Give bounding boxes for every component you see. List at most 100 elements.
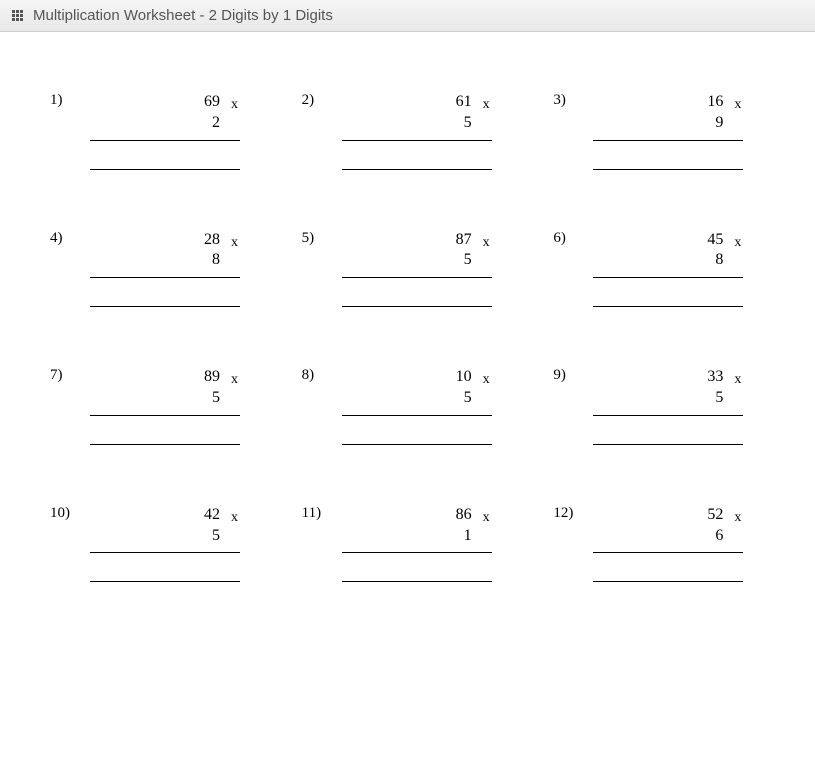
grid-icon — [12, 10, 23, 21]
problem: 7) 895x — [40, 367, 272, 445]
operands: 875x — [342, 230, 502, 272]
bottom-operand: 2 — [90, 113, 220, 134]
problem-body: 335x — [593, 367, 753, 445]
problem: 3) 169x — [543, 92, 775, 170]
bottom-operand: 5 — [342, 388, 472, 409]
bottom-operand: 1 — [342, 526, 472, 547]
problem-number: 5) — [302, 230, 315, 247]
bottom-operand: 5 — [593, 388, 723, 409]
answer-space — [593, 278, 753, 306]
operands: 105x — [342, 367, 502, 409]
answer-line — [593, 581, 743, 582]
answer-space — [593, 416, 753, 444]
top-operand: 42 — [90, 505, 220, 526]
answer-line — [90, 306, 240, 307]
problem-number: 2) — [302, 92, 315, 109]
problem-body: 288x — [90, 230, 250, 308]
operands: 425x — [90, 505, 250, 547]
bottom-operand: 8 — [593, 250, 723, 271]
problem: 2) 615x — [292, 92, 524, 170]
page-title: Multiplication Worksheet - 2 Digits by 1… — [33, 7, 333, 24]
answer-line — [342, 581, 492, 582]
problem-number: 10) — [50, 505, 70, 522]
answer-line — [342, 169, 492, 170]
multiply-operator: x — [483, 371, 490, 389]
answer-line — [593, 169, 743, 170]
answer-space — [342, 416, 502, 444]
problem: 8) 105x — [292, 367, 524, 445]
problem-body: 105x — [342, 367, 502, 445]
answer-space — [593, 141, 753, 169]
top-operand: 89 — [90, 367, 220, 388]
answer-space — [90, 553, 250, 581]
problem: 1)692x — [40, 92, 272, 170]
problem-number: 7) — [50, 367, 63, 384]
operands: 861x — [342, 505, 502, 547]
multiply-operator: x — [734, 509, 741, 527]
top-operand: 16 — [593, 92, 723, 113]
problem: 5) 875x — [292, 230, 524, 308]
answer-line — [90, 169, 240, 170]
problem: 6) 458x — [543, 230, 775, 308]
answer-space — [342, 553, 502, 581]
problem-number: 6) — [553, 230, 566, 247]
problems-grid: 1)692x2)615x3)169x4)288x5)875x6)458x7)89… — [40, 92, 775, 582]
problem-body: 895x — [90, 367, 250, 445]
problem-number: 3) — [553, 92, 566, 109]
operands: 692x — [90, 92, 250, 134]
top-operand: 28 — [90, 230, 220, 251]
operands: 169x — [593, 92, 753, 134]
operands: 458x — [593, 230, 753, 272]
worksheet-area: 1)692x2)615x3)169x4)288x5)875x6)458x7)89… — [0, 32, 815, 622]
problem: 10) 425x — [40, 505, 272, 583]
problem-number: 11) — [302, 505, 321, 522]
problem-number: 12) — [553, 505, 573, 522]
answer-line — [342, 306, 492, 307]
answer-space — [90, 278, 250, 306]
bottom-operand: 6 — [593, 526, 723, 547]
multiply-operator: x — [483, 96, 490, 114]
answer-space — [90, 416, 250, 444]
problem-number: 8) — [302, 367, 315, 384]
top-operand: 10 — [342, 367, 472, 388]
problem-body: 615x — [342, 92, 502, 170]
top-operand: 52 — [593, 505, 723, 526]
bottom-operand: 9 — [593, 113, 723, 134]
operands: 335x — [593, 367, 753, 409]
problem-number: 9) — [553, 367, 566, 384]
top-operand: 86 — [342, 505, 472, 526]
bottom-operand: 5 — [90, 526, 220, 547]
operands: 526x — [593, 505, 753, 547]
problem-body: 458x — [593, 230, 753, 308]
problem-body: 425x — [90, 505, 250, 583]
problem-body: 692x — [90, 92, 250, 170]
answer-line — [593, 306, 743, 307]
problem: 11) 861x — [292, 505, 524, 583]
problem-body: 875x — [342, 230, 502, 308]
problem: 4) 288x — [40, 230, 272, 308]
multiply-operator: x — [734, 234, 741, 252]
multiply-operator: x — [483, 509, 490, 527]
multiply-operator: x — [734, 371, 741, 389]
operands: 288x — [90, 230, 250, 272]
answer-line — [342, 444, 492, 445]
answer-space — [593, 553, 753, 581]
top-operand: 45 — [593, 230, 723, 251]
operands: 895x — [90, 367, 250, 409]
header-bar: Multiplication Worksheet - 2 Digits by 1… — [0, 0, 815, 32]
problem: 12) 526x — [543, 505, 775, 583]
bottom-operand: 8 — [90, 250, 220, 271]
problem-number: 4) — [50, 230, 63, 247]
top-operand: 61 — [342, 92, 472, 113]
multiply-operator: x — [231, 96, 238, 114]
bottom-operand: 5 — [342, 113, 472, 134]
multiply-operator: x — [231, 234, 238, 252]
bottom-operand: 5 — [342, 250, 472, 271]
answer-line — [90, 444, 240, 445]
answer-space — [342, 278, 502, 306]
multiply-operator: x — [483, 234, 490, 252]
answer-line — [90, 581, 240, 582]
problem-body: 861x — [342, 505, 502, 583]
answer-space — [90, 141, 250, 169]
top-operand: 69 — [90, 92, 220, 113]
